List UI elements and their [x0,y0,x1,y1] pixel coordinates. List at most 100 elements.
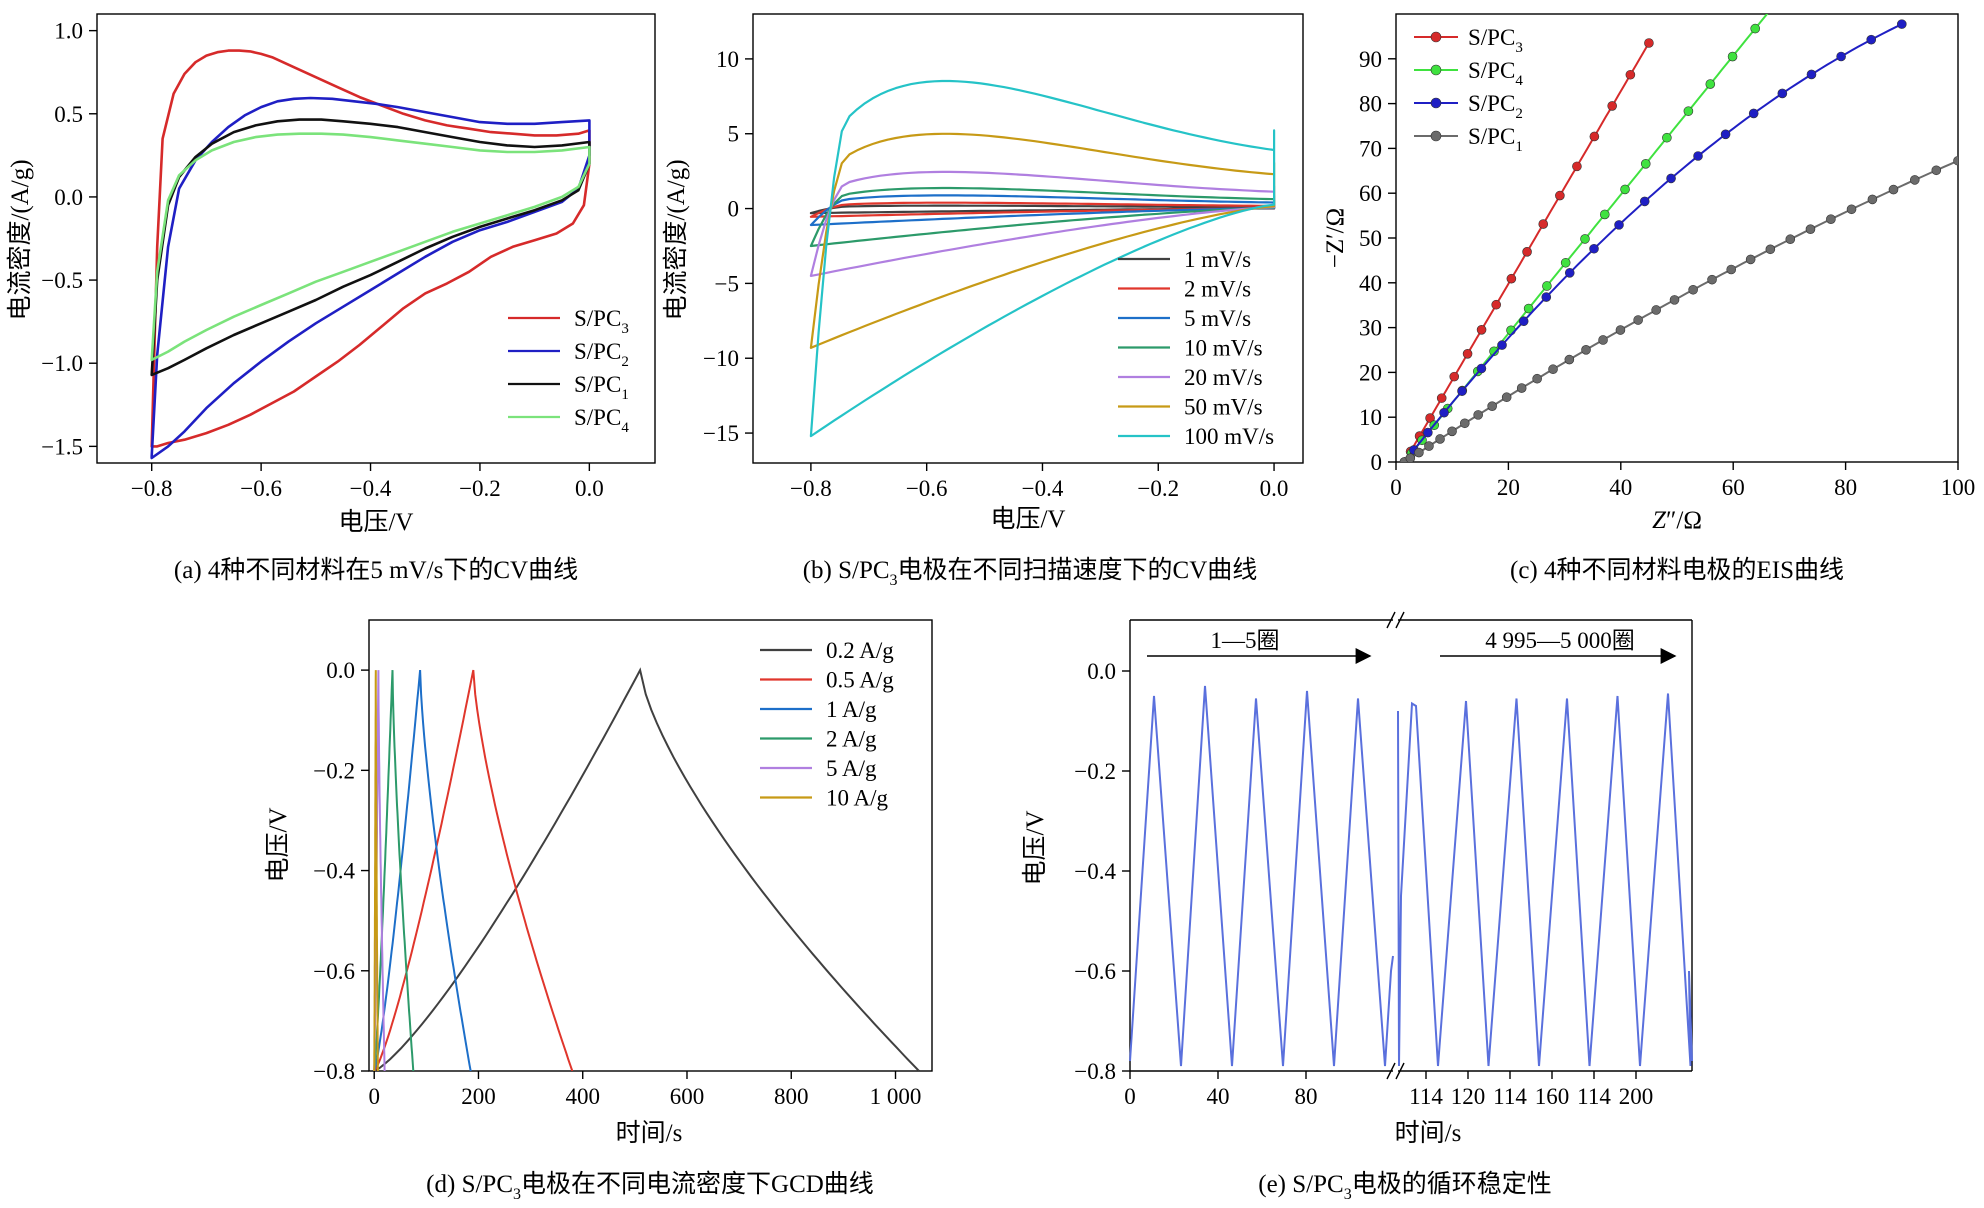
eis-point-3 [1805,224,1816,234]
eis-point-2 [1439,407,1449,418]
panel-e-caption-post: 电极的循环稳定性 [1352,1170,1552,1198]
panel-a-xlabel: 电压/V [338,508,413,536]
panel-e-caption-pre: (e) S/PC [1258,1171,1343,1198]
panel-b-xtick-label: −0.6 [906,476,948,501]
panel-c-legend-sub-0: 3 [1515,40,1523,56]
panel-a-xtick-label: −0.4 [350,476,392,501]
panel-d-ytick-label: −0.6 [313,959,355,984]
panel-c-ytick-label: 60 [1359,181,1382,206]
panel-b-ytick-label: 10 [716,47,739,72]
panel-d-frame [368,619,933,1072]
eis-point-3 [1846,204,1857,215]
eis-point-3 [1487,401,1497,411]
panel-a-xtick-label: −0.6 [240,476,282,501]
panel-a-ticks: −0.8 −0.6 −0.4 −0.2 0.0 −1.5 −1.0 −0.5 0.0 0.5 1.0 [41,19,603,501]
panel-e-break-mark [1386,1062,1396,1080]
eis-point-2 [1777,88,1788,99]
panel-d-legend: 0.2 A/g 0.5 A/g 1 A/g 2 A/g 5 A/g 10 A/g [760,638,894,811]
panel-a-legend-2-sub: 1 [621,387,629,403]
eis-point-1 [1523,303,1534,314]
panel-a-xtick-label: −0.8 [131,476,173,501]
panel-d-xtick-label: 1 000 [870,1084,922,1109]
panel-c-xtick-label: 100 [1941,475,1976,500]
panel-c-legend-sub-1: 4 [1515,73,1523,89]
eis-point-0 [1449,371,1460,382]
panel-d-ticks: 0 200 400 600 800 1 000 −0.8 −0.6 −0.4 −0.2 0.0 [313,658,921,1109]
eis-point-1 [1662,132,1672,143]
eis-point-0 [1538,219,1549,229]
eis-point-3 [1651,305,1661,315]
eis-point-0 [1506,273,1517,284]
panel-e-xtick-label: 114 [1493,1084,1527,1109]
panel-b-ytick-label: 5 [728,122,740,147]
eis-point-3 [1688,284,1698,295]
panel-c-ylabel-var: −Z [1322,239,1349,268]
panel-b-xtick-label: −0.8 [790,476,832,501]
eis-point-2 [1564,268,1575,278]
panel-a-legend-2-label: S/PC1 [574,372,629,403]
eis-point-0 [1607,101,1617,111]
panel-c-ytick-label: 70 [1359,136,1382,161]
panel-c-ytick-label: 50 [1359,226,1382,251]
panel-c-legend-marker-0 [1430,31,1442,43]
eis-point-3 [1516,383,1527,393]
eis-point-2 [1897,19,1907,29]
panel-d-caption-pre: (d) S/PC [426,1171,513,1198]
panel-a-ytick-label: −1.0 [41,351,83,376]
panel-c-xtick-label: 0 [1390,475,1402,500]
panel-c-ticks: 0 20 40 60 80 100 0 10 20 30 40 50 60 70 80 90 [1359,47,1975,500]
panel-e-xtick-label: 40 [1207,1084,1230,1109]
panel-c-ytick-label: 80 [1359,92,1382,117]
eis-point-2 [1666,173,1676,184]
panel-e-frame [1129,611,1693,1080]
panel-d-xtick-label: 400 [565,1084,600,1109]
panel-a-legend-1-label: S/PC2 [574,339,629,370]
panel-a-xtick-label: −0.2 [459,476,501,501]
panel-a-legend-0-sub: 3 [621,321,629,337]
gcd-curve-0 [373,667,920,1071]
eis-point-2 [1497,340,1507,350]
cv-curve-0 [150,49,591,448]
panel-e-xtick-label: 200 [1619,1084,1654,1109]
eis-point-3 [1598,335,1608,345]
panel-b: −0.8 −0.6 −0.4 −0.2 0.0 −15 −10 −5 0 5 10 电压/V 电流密… [662,13,1304,589]
panel-e-annotations: 1—5圈 4 995—5 000圈 [1147,628,1677,664]
panel-a-legend-3-sub: 4 [621,420,629,436]
eis-point-3 [1447,426,1457,437]
panel-b-xtick-label: −0.4 [1022,476,1064,501]
eis-point-2 [1476,363,1487,374]
panel-d-legend-3-label: 2 A/g [826,727,877,752]
panel-e-xtick-label: 114 [1577,1084,1611,1109]
panel-b-ytick-label: −5 [715,271,739,296]
eis-point-3 [1501,392,1512,403]
eis-point-0 [1625,69,1636,80]
panel-d-ytick-label: −0.8 [313,1059,355,1084]
eis-point-0 [1476,324,1487,335]
eis-point-2 [1836,51,1846,62]
panel-c-legend-label-1: S/PC4 [1468,58,1523,89]
eis-point-3 [1765,244,1776,255]
eis-point-1 [1599,209,1610,220]
eis-line-3 [1402,159,1958,462]
panel-b-ticks: −0.8 −0.6 −0.4 −0.2 0.0 −15 −10 −5 0 5 10 [703,47,1288,501]
panel-e-curves [1129,685,1693,1067]
eis-point-1 [1727,51,1738,62]
panel-d-ytick-label: −0.4 [313,859,355,884]
gcd-curve-5 [373,670,379,1071]
panel-a-ytick-label: 0.0 [54,185,83,210]
panel-d-legend-2-label: 1 A/g [826,697,877,722]
panel-b-ylabel: 电流密度/(A/g) [662,159,690,320]
panel-a-legend-3-label: S/PC4 [574,405,629,436]
panel-e-ytick-label: −0.6 [1074,959,1116,984]
eis-point-3 [1459,418,1470,429]
panel-c-xtick-label: 20 [1497,475,1520,500]
panel-c-legend-sub-2: 2 [1515,106,1523,122]
panel-d-xtick-label: 600 [670,1084,705,1109]
eis-point-2 [1639,196,1650,207]
cv-curve-3 [150,132,591,362]
panel-c-legend-marker-3 [1430,130,1442,142]
panel-d-xtick-label: 200 [461,1084,496,1109]
